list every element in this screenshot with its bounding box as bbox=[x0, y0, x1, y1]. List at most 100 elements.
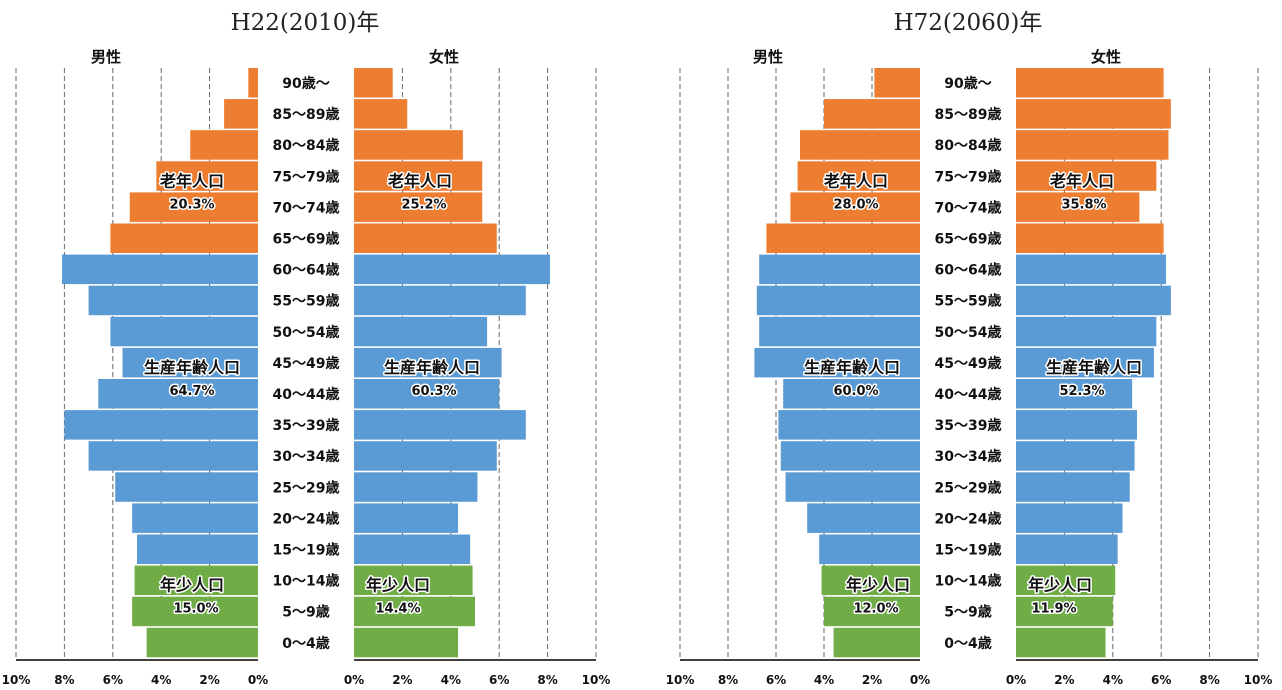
male-bar bbox=[190, 130, 258, 160]
female-bar bbox=[354, 347, 502, 378]
group-label-female: 老年人口 bbox=[1049, 171, 1114, 190]
female-bar bbox=[1016, 503, 1123, 533]
female-tick-label: 0% bbox=[1006, 673, 1026, 687]
group-pct-female: 35.8% bbox=[1061, 197, 1106, 212]
female-tick-label: 6% bbox=[489, 673, 509, 687]
age-label: 0～4歳 bbox=[944, 635, 991, 652]
female-bar bbox=[1016, 192, 1140, 222]
age-label: 0～4歳 bbox=[282, 635, 329, 652]
male-bar bbox=[819, 534, 920, 564]
female-bar bbox=[1016, 596, 1113, 627]
male-tick-label: 2% bbox=[862, 673, 882, 687]
age-label: 45～49歳 bbox=[273, 355, 340, 372]
female-tick-label: 10% bbox=[1244, 673, 1273, 687]
age-label: 30～34歳 bbox=[273, 448, 340, 465]
female-bar bbox=[354, 68, 393, 98]
female-bar bbox=[1016, 161, 1157, 191]
male-bar bbox=[61, 254, 259, 285]
group-label-female: 生産年齢人口 bbox=[1046, 358, 1142, 377]
male-bar bbox=[132, 596, 258, 627]
female-bar bbox=[1016, 285, 1171, 316]
age-label: 80～84歳 bbox=[273, 137, 340, 154]
female-bar bbox=[1016, 534, 1118, 564]
male-bar bbox=[110, 316, 258, 347]
chart-title: H22(2010)年 bbox=[231, 10, 380, 36]
age-label: 55～59歳 bbox=[935, 293, 1002, 310]
male-tick-label: 6% bbox=[103, 673, 123, 687]
male-bar bbox=[129, 192, 258, 222]
age-label: 40～44歳 bbox=[273, 386, 340, 403]
group-label-male: 年少人口 bbox=[846, 576, 910, 595]
female-tick-label: 8% bbox=[537, 673, 557, 687]
male-tick-label: 8% bbox=[54, 673, 74, 687]
male-bar bbox=[824, 596, 920, 627]
age-label: 15～19歳 bbox=[935, 542, 1002, 559]
male-bar bbox=[754, 347, 920, 378]
age-label: 20～24歳 bbox=[935, 510, 1002, 527]
female-bar bbox=[354, 99, 408, 129]
female-label: 女性 bbox=[1091, 48, 1121, 66]
age-label: 25～29歳 bbox=[273, 479, 340, 496]
female-bar bbox=[1016, 379, 1133, 409]
group-pct-female: 11.9% bbox=[1031, 602, 1076, 617]
male-bar bbox=[146, 627, 258, 658]
male-tick-label: 4% bbox=[151, 673, 171, 687]
group-pct-female: 25.2% bbox=[401, 197, 446, 212]
male-bar bbox=[778, 410, 920, 440]
female-bar bbox=[1016, 472, 1130, 502]
age-label: 65～69歳 bbox=[273, 231, 340, 248]
female-bar bbox=[354, 441, 497, 471]
male-tick-label: 2% bbox=[199, 673, 219, 687]
female-bar bbox=[354, 410, 526, 440]
male-label: 男性 bbox=[753, 48, 783, 66]
group-label-female: 年少人口 bbox=[366, 576, 430, 595]
female-bar bbox=[1016, 441, 1135, 471]
female-bar bbox=[354, 285, 526, 316]
age-label: 85～89歳 bbox=[935, 106, 1002, 123]
female-bar bbox=[354, 316, 488, 347]
female-bar bbox=[354, 534, 471, 564]
male-bar bbox=[874, 68, 920, 98]
female-bar bbox=[354, 627, 459, 658]
male-bar bbox=[783, 379, 920, 409]
male-tick-label: 8% bbox=[718, 673, 738, 687]
group-pct-male: 60.0% bbox=[833, 384, 878, 399]
male-bar bbox=[88, 285, 258, 316]
group-label-male: 年少人口 bbox=[160, 576, 224, 595]
female-bar bbox=[354, 472, 478, 502]
group-label-male: 老年人口 bbox=[159, 171, 224, 190]
age-label: 85～89歳 bbox=[273, 106, 340, 123]
female-tick-label: 10% bbox=[582, 673, 611, 687]
male-tick-label: 10% bbox=[666, 673, 695, 687]
age-label: 70～74歳 bbox=[935, 199, 1002, 216]
female-bar bbox=[354, 161, 483, 191]
group-pct-male: 64.7% bbox=[169, 384, 214, 399]
group-label-female: 生産年齢人口 bbox=[384, 358, 480, 377]
group-pct-male: 20.3% bbox=[169, 197, 214, 212]
male-bar bbox=[833, 627, 920, 658]
male-tick-label: 0% bbox=[910, 673, 930, 687]
female-tick-label: 4% bbox=[441, 673, 461, 687]
female-tick-label: 2% bbox=[1054, 673, 1074, 687]
age-label: 60～64歳 bbox=[935, 262, 1002, 279]
male-bar bbox=[224, 99, 258, 129]
male-bar bbox=[64, 410, 259, 440]
age-label: 45～49歳 bbox=[935, 355, 1002, 372]
age-label: 5～9歳 bbox=[944, 604, 991, 621]
age-label: 30～34歳 bbox=[935, 448, 1002, 465]
female-tick-label: 4% bbox=[1103, 673, 1123, 687]
female-bar bbox=[354, 130, 463, 160]
age-label: 20～24歳 bbox=[273, 510, 340, 527]
age-label: 25～29歳 bbox=[935, 479, 1002, 496]
female-bar bbox=[354, 254, 551, 285]
female-label: 女性 bbox=[429, 48, 459, 66]
chart-title: H72(2060)年 bbox=[894, 10, 1043, 36]
female-bar bbox=[1016, 223, 1164, 253]
female-bar bbox=[1016, 627, 1106, 658]
female-bar bbox=[354, 223, 497, 253]
female-tick-label: 6% bbox=[1151, 673, 1171, 687]
age-label: 10～14歳 bbox=[273, 573, 340, 590]
age-label: 65～69歳 bbox=[935, 231, 1002, 248]
